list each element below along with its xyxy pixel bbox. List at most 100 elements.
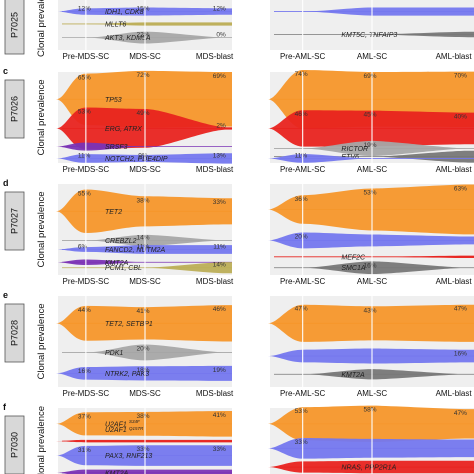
panel-P7027: d P7027 Clonal prevalence TET2 55% 38% 33% CREB… <box>3 178 474 286</box>
clone-percent: 55% <box>78 191 91 198</box>
y-axis-label: Clonal prevalence <box>36 303 47 379</box>
patient-id: P7027 <box>10 208 20 234</box>
stage-label: AML-SC <box>357 389 387 398</box>
stage-label: AML-SC <box>357 52 387 61</box>
patient-box <box>4 415 25 474</box>
left-plot: TP53 65% 72% 69% ERG, ATRX 53% 49% 2% SRSF3 NOTCH… <box>56 70 234 174</box>
clone-percent: 33% <box>295 439 308 446</box>
clone-genes: FANCD2, NUTM2A <box>105 247 165 254</box>
stage-label: Pre-MDS-SC <box>63 277 110 286</box>
clone-genes: U2AF1 <box>105 421 127 428</box>
clone-percent: 11% <box>78 152 91 159</box>
clone-percent: 33% <box>213 199 226 206</box>
clone-percent: 38% <box>136 197 149 204</box>
clone-percent: 18% <box>136 367 149 374</box>
panel-P7030: f P7030 Clonal prevalence U2AF1 37% 38% 41% PAX… <box>3 402 474 474</box>
clone-percent: 14% <box>136 234 149 241</box>
stage-label: AML-blast <box>436 277 473 286</box>
clone-percent: 0% <box>216 32 226 39</box>
clone-percent: 15% <box>136 6 149 13</box>
clone-percent: 33% <box>136 446 149 453</box>
panel-P7026: c P7026 Clonal prevalence TP53 65% 72% 69% ERG,… <box>3 66 474 174</box>
clone-percent: 46% <box>213 306 226 313</box>
clone-stream <box>268 31 474 38</box>
clone-percent: 63% <box>454 186 467 193</box>
clone-percent: 65% <box>78 75 91 82</box>
clone-percent: 74% <box>295 71 308 78</box>
y-axis-label: Clonal prevalence <box>36 79 47 155</box>
stage-label: AML-blast <box>436 165 473 174</box>
clone-percent: 47% <box>454 410 467 417</box>
clone-genes: NOTCH2, PDE4DIP <box>105 156 168 163</box>
stage-label: Pre-MDS-SC <box>63 389 110 398</box>
clone-percent: 11% <box>137 244 150 251</box>
right-plot: 74%69%70%46%45%40%RICTOR19%ETV611%Pre-AM… <box>268 70 474 174</box>
y-axis-label: Clonal prevalence <box>36 0 47 57</box>
clone-genes: SRSF3 <box>105 144 128 151</box>
clone-percent: 58% <box>363 407 376 414</box>
clone-genes: KMT2A <box>105 260 129 267</box>
clone-stream <box>268 150 474 163</box>
clone-percent: 12% <box>213 6 226 13</box>
clone-percent: 12% <box>78 6 91 13</box>
clone-genes: KMT2A <box>341 372 365 379</box>
stage-label: MDS-SC <box>129 52 161 61</box>
clone-genes: ERG, ATRX <box>105 126 142 133</box>
patient-box <box>4 191 25 251</box>
clone-genes: MEF2C <box>341 254 366 261</box>
clone-percent: 69% <box>213 73 226 80</box>
right-plot: 47% 43% 47% 16% KMT2A Pre-AML-SC AML-SC AML-bla… <box>268 296 474 398</box>
clone-percent: 14% <box>213 262 226 269</box>
clone-genes: RICTOR <box>341 146 368 153</box>
clone-percent: 41% <box>213 412 226 419</box>
patient-box <box>4 303 25 363</box>
stage-label: Pre-MDS-SC <box>63 52 110 61</box>
stage-label: AML-blast <box>436 52 473 61</box>
stage-label: Pre-AML-SC <box>280 389 326 398</box>
clone-percent: 16% <box>363 262 376 269</box>
clone-stream <box>268 255 474 258</box>
stage-label: MDS-blast <box>196 389 234 398</box>
stage-label: MDS-SC <box>129 165 161 174</box>
clone-percent: 16% <box>454 351 467 358</box>
clone-percent: 31% <box>78 447 91 454</box>
clone-percent: 37% <box>78 413 91 420</box>
clone-genes: MLLT6 <box>105 21 126 28</box>
clone-percent: 40% <box>454 114 467 121</box>
clone-percent: 49% <box>136 110 149 117</box>
clone-genes: PDK1 <box>105 350 123 357</box>
u2af1-second-line: U2AF1 <box>105 427 127 434</box>
stage-label: AML-blast <box>436 389 473 398</box>
clone-percent: 53% <box>78 108 91 115</box>
left-plot: U2AF1 37% 38% 41% PAX3, RNF213 31% 33% 33% KMT2A <box>56 408 232 474</box>
clone-genes: TET2 <box>105 209 122 216</box>
clone-percent: 47% <box>295 306 308 313</box>
clone-genes: KMT5C, TNFAIP3 <box>341 32 397 39</box>
clone-stream <box>56 262 232 274</box>
patient-id: P7025 <box>10 12 20 38</box>
y-axis-label: Clonal prevalence <box>36 191 47 267</box>
clone-percent: 46% <box>295 111 308 118</box>
clone-percent: 19% <box>213 367 226 374</box>
clone-percent: 13% <box>213 152 226 159</box>
panel-P7025: P7025 Clonal prevalence IDH1, CDK8 12% 15% 12… <box>4 0 474 61</box>
clone-genes: KMT2A <box>105 470 129 474</box>
patient-box <box>4 0 25 55</box>
right-plot: 53% 58% 47% 33% NRAS, PPP2R1A <box>268 405 474 474</box>
u2af1-superscript-top: S34F <box>129 419 140 424</box>
clone-genes: TP53 <box>105 97 122 104</box>
stage-label: MDS-blast <box>196 277 234 286</box>
patient-id: P7026 <box>10 96 20 122</box>
clone-percent: 38% <box>136 413 149 420</box>
clone-percent: 2% <box>216 122 226 129</box>
panel-letter: f <box>3 402 7 412</box>
clone-percent: 16% <box>78 368 91 375</box>
stage-label: MDS-blast <box>196 165 234 174</box>
clone-genes: NRAS, PPP2R1A <box>341 465 396 472</box>
clone-percent: 20% <box>136 346 149 353</box>
clone-percent: 72% <box>136 72 149 79</box>
clone-percent: 69% <box>363 73 376 80</box>
